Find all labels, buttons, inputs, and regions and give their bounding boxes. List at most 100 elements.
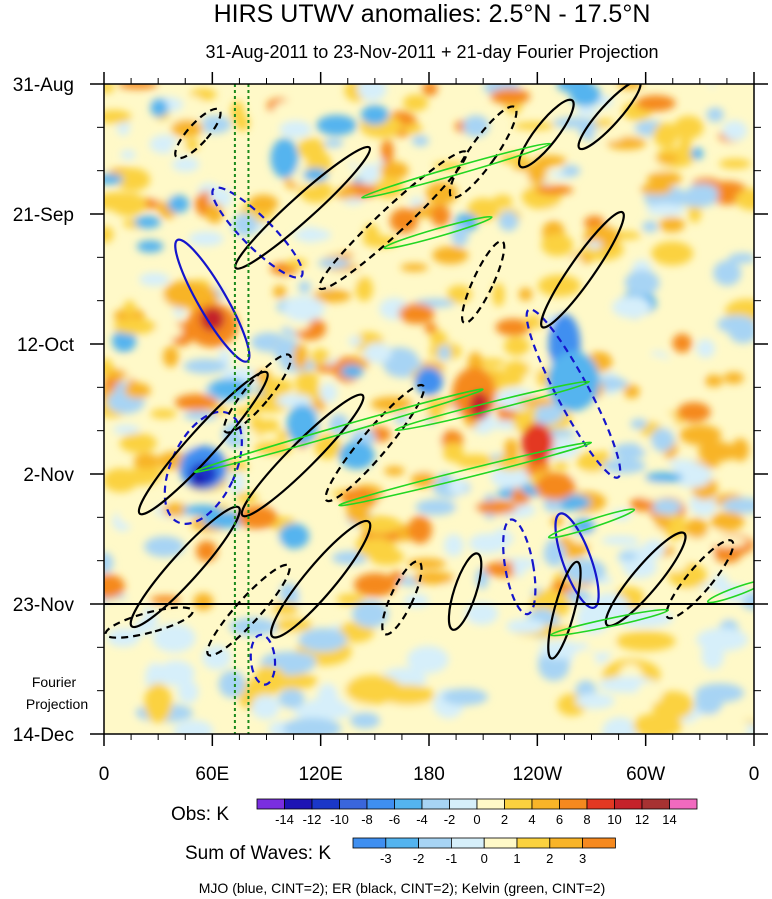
colorbar-tick-label: 3 xyxy=(579,851,586,866)
field-cell xyxy=(498,211,519,232)
field-cell xyxy=(234,114,250,132)
field-cell xyxy=(630,418,648,430)
field-cell xyxy=(182,504,223,516)
er-contour xyxy=(547,560,582,660)
field-cell xyxy=(571,472,611,482)
x-tick-label: 0 xyxy=(749,764,760,785)
er-contour xyxy=(240,393,365,518)
field-cell xyxy=(672,462,713,488)
er-contour xyxy=(234,145,372,270)
obs-colorbar-swatches: -14 -12 -10 -8 -6 -4 -2 0 2 4 6 8 10 12 14 xyxy=(256,798,698,827)
field-cell xyxy=(348,336,363,346)
wave-contours xyxy=(104,84,754,686)
field-cell xyxy=(634,281,653,290)
field-patch xyxy=(338,441,375,470)
field-cell xyxy=(597,334,632,346)
field-cell xyxy=(409,197,424,207)
colorbar-swatch xyxy=(641,798,670,810)
field-cell xyxy=(651,498,682,516)
colorbar-tick-label: -2 xyxy=(444,812,456,827)
field-cell xyxy=(346,499,370,524)
x-tick-label: 180 xyxy=(413,764,445,785)
field-cell xyxy=(104,552,114,574)
field-cell xyxy=(162,346,179,368)
colorbar-swatch xyxy=(614,798,643,810)
er-contour xyxy=(174,107,222,160)
kelvin-contour xyxy=(394,380,591,432)
field-cell xyxy=(651,691,694,720)
field-cell xyxy=(437,345,451,361)
field-cell xyxy=(232,407,259,416)
field-cell xyxy=(123,300,136,316)
colorbar-swatch xyxy=(549,837,583,849)
obs-colorbar-label: Obs: K xyxy=(171,804,229,825)
field-cell xyxy=(152,623,196,653)
colorbar-tick-label: -1 xyxy=(446,851,458,866)
field-cell xyxy=(261,651,317,669)
field-cell xyxy=(167,194,190,213)
waves-colorbar-label: Sum of Waves: K xyxy=(185,843,331,864)
field-cell xyxy=(647,171,682,187)
field-cell xyxy=(618,552,638,561)
colorbar-tick-label: 0 xyxy=(481,851,488,866)
field-cell xyxy=(285,258,308,268)
field-cell xyxy=(218,670,246,698)
er-contour xyxy=(604,531,687,628)
field-cell xyxy=(721,497,754,514)
field-cell xyxy=(602,458,646,474)
colorbar-tick-label: -4 xyxy=(416,812,428,827)
field-cell xyxy=(104,226,114,243)
colorbar-tick-label: -8 xyxy=(361,812,373,827)
field-cell xyxy=(155,323,183,339)
field-cell xyxy=(402,94,429,112)
field-cell xyxy=(293,228,332,242)
field-cell xyxy=(582,431,601,445)
field-cell xyxy=(494,527,508,551)
kelvin-contour xyxy=(547,508,636,539)
field-cell xyxy=(251,533,286,551)
field-cell xyxy=(686,183,719,202)
field-cell xyxy=(188,231,224,247)
field-cell xyxy=(499,153,531,165)
field-cell xyxy=(283,295,325,322)
field-cell xyxy=(628,355,672,379)
field-cell xyxy=(495,318,531,336)
colorbar-swatch xyxy=(311,798,340,810)
field-cell xyxy=(575,105,599,117)
colorbar-swatch xyxy=(418,837,452,849)
field-cell xyxy=(605,678,650,691)
field-cell xyxy=(710,511,745,532)
field-cell xyxy=(185,138,199,152)
field-cell xyxy=(593,119,615,128)
field-cell xyxy=(260,419,280,433)
field-cell xyxy=(442,581,469,601)
field-cell xyxy=(171,119,203,138)
waves-colorbar: Sum of Waves: K -3 -2 -1 0 1 2 3 xyxy=(185,837,616,866)
field-cell xyxy=(209,378,251,400)
colorbar-swatch xyxy=(421,798,450,810)
field-cell xyxy=(637,681,663,705)
field-cell xyxy=(467,197,499,222)
field-cell xyxy=(505,619,546,634)
field-cell xyxy=(357,84,387,102)
mjo-contour xyxy=(554,512,600,609)
reference-longitudes xyxy=(233,84,250,734)
field-cell xyxy=(302,168,328,182)
field-cell xyxy=(174,394,218,411)
er-contour xyxy=(517,98,575,169)
field-cell xyxy=(717,315,754,334)
field-cell xyxy=(298,628,347,652)
field-cell xyxy=(340,364,364,378)
x-tick-label: 60E xyxy=(195,764,229,785)
field-patch xyxy=(144,683,173,724)
field-cell xyxy=(115,168,151,192)
colorbar-swatch xyxy=(339,798,368,810)
er-contour xyxy=(270,519,372,639)
field-cell xyxy=(495,454,527,471)
y-tick-label: 2-Nov xyxy=(23,465,74,486)
field-cell xyxy=(601,535,640,546)
legend-text: MJO (blue, CINT=2); ER (black, CINT=2); … xyxy=(199,880,606,896)
colorbar-tick-label: -2 xyxy=(413,851,425,866)
field-cell xyxy=(111,329,137,353)
field-cell xyxy=(600,422,614,434)
